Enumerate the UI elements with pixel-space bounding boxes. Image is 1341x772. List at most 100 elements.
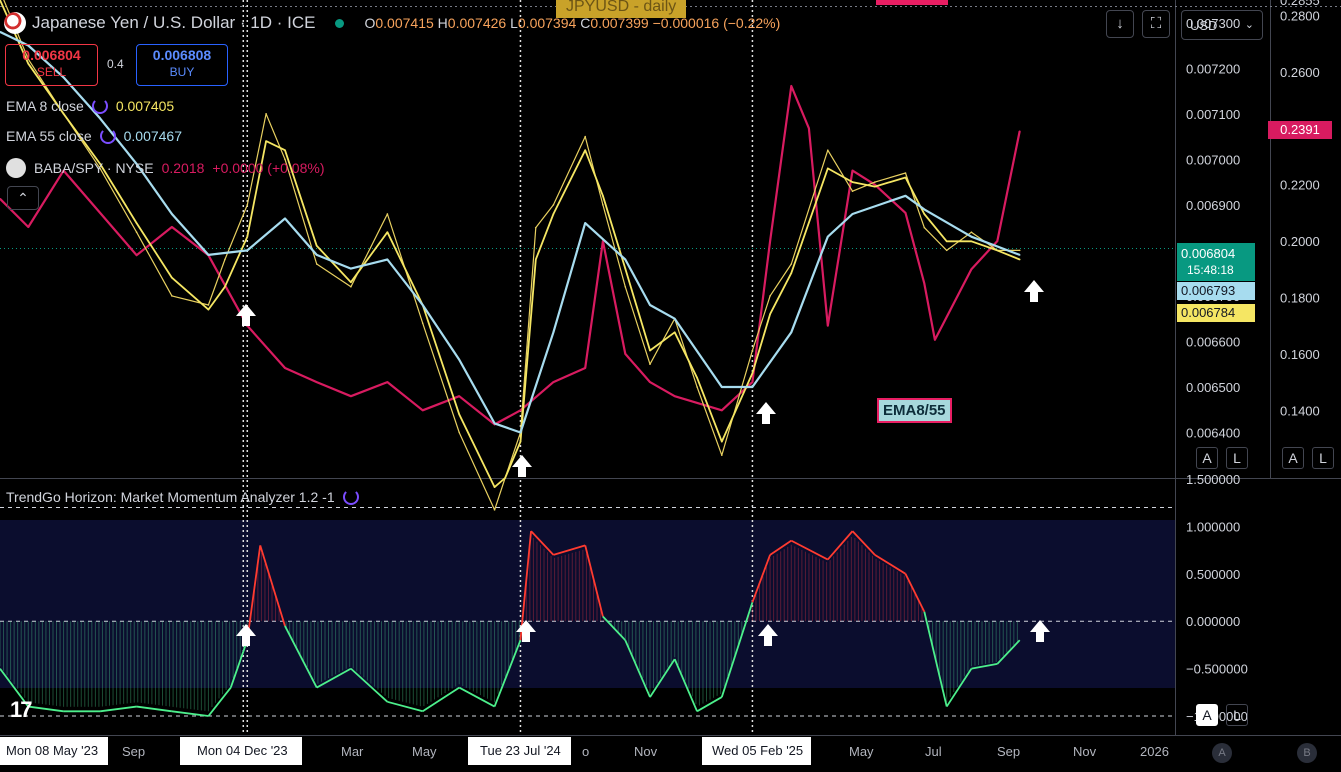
ratio-axis-label: 0.2200: [1280, 178, 1320, 193]
jpyusd-price-line-point: [552, 204, 555, 206]
x-axis-label: o: [582, 744, 590, 759]
oscillator-line-segment: [316, 667, 352, 689]
jpyusd-price-line-point: [1018, 249, 1021, 252]
refresh-icon: [91, 98, 108, 114]
buy-arrow-icon: [1024, 280, 1044, 302]
baba-spy-line-point: [934, 339, 936, 341]
oscillator-line-segment: [246, 545, 262, 641]
axis-circle-b[interactable]: B: [1297, 743, 1317, 763]
ohlc-values: O0.007415 H0.007426 L0.007394 C0.007399 …: [364, 15, 781, 31]
baba-spy-line-point: [458, 395, 461, 398]
baba-spy-line-point: [874, 183, 876, 186]
jpyusd-price-line-point: [421, 322, 424, 325]
oscillator-line-segment: [553, 544, 586, 556]
oscillator-line-segment: [673, 658, 698, 712]
ema8-line-point: [649, 349, 651, 352]
price-axis-label: 0.007300: [1186, 16, 1240, 31]
download-icon[interactable]: ↓: [1106, 10, 1134, 38]
auto-scale-button-left[interactable]: A: [1282, 447, 1304, 469]
ema55-line-point: [350, 267, 352, 270]
flag-icon: [4, 12, 26, 34]
buy-arrow-icon: [756, 402, 776, 424]
ema55-line-point: [99, 117, 101, 120]
jpyusd-price-line-point: [602, 204, 604, 206]
ema55-legend[interactable]: EMA 55 close 0.007467: [6, 128, 183, 144]
ema8-line-point: [602, 194, 604, 197]
last-price-tag: 0.006804 15:48:18: [1177, 243, 1255, 281]
ema8-line-point: [673, 331, 676, 334]
buy-arrow-icon: [758, 624, 778, 646]
oscillator-axis-label: 1.500000: [1186, 472, 1240, 487]
oscillator-line-segment: [904, 573, 926, 613]
ema8-line-point: [826, 167, 829, 170]
baba-spy-line-point: [62, 169, 65, 172]
ema8-line-point: [945, 240, 948, 243]
baba-spy-line-point: [0, 198, 1, 200]
ratio-axis-label: 0.1800: [1280, 291, 1320, 306]
jpyusd-price-line: [3, 0, 1020, 511]
oscillator-line-segment: [945, 668, 973, 708]
ema55-line-point: [315, 254, 318, 256]
jpyusd-price-line-point: [135, 231, 138, 233]
ema55-line-point: [207, 254, 210, 256]
oscillator-line-segment: [584, 545, 604, 617]
oscillator-axis-label: 0.500000: [1186, 567, 1240, 582]
baba-spy-line-point: [135, 254, 138, 257]
collapse-legend-button[interactable]: ⌃: [7, 186, 39, 210]
jpyusd-price-line-point: [171, 295, 173, 297]
oscillator-line-segment: [851, 530, 876, 556]
x-axis-highlight: Mon 04 Dec '23: [180, 737, 302, 765]
baba-spy-line: [0, 84, 1021, 426]
jpyusd-price-line-point: [534, 226, 537, 229]
jpyusd-price-line-point: [265, 113, 267, 115]
jpyusd-price-line-point: [826, 149, 829, 152]
jpyusd-price-line-point: [970, 231, 973, 233]
ema8-line-point: [584, 149, 587, 152]
ema55-line-point: [970, 235, 973, 238]
osc-auto-scale-button[interactable]: A: [1196, 704, 1218, 726]
ema55-line-point: [751, 386, 754, 388]
oscillator-title[interactable]: TrendGo Horizon: Market Momentum Analyze…: [6, 489, 359, 505]
ema-annotation[interactable]: EMA8/55: [877, 398, 952, 423]
oscillator-line-segment: [624, 639, 651, 698]
buy-arrow-icon: [236, 304, 256, 326]
baba-spy-legend[interactable]: BABA/SPY · NYSE 0.2018 +0.0000 (+0.08%): [6, 158, 325, 178]
oscillator-line-segment: [649, 658, 676, 698]
jpyusd-price-line-point: [284, 158, 286, 161]
buy-button[interactable]: 0.006808 BUY: [136, 44, 228, 86]
ema55-line-point: [649, 304, 651, 306]
oscillator-axis-label: −0.500000: [1186, 662, 1248, 677]
ema8-legend[interactable]: EMA 8 close 0.007405: [6, 98, 175, 114]
oscillator-line-segment: [696, 696, 723, 713]
ema55-line-point: [519, 431, 522, 434]
ema8-line-point: [552, 213, 555, 215]
ema55-line-point: [721, 386, 723, 388]
ema8-line-point: [135, 222, 138, 224]
log-scale-button[interactable]: L: [1226, 447, 1248, 469]
price-axis-label: 0.006400: [1186, 425, 1240, 440]
spread-value: 0.4: [107, 57, 124, 71]
baba-spy-price-tag: 0.2391: [1268, 121, 1332, 139]
baba-spy-line-point: [673, 395, 676, 398]
ema55-line-point: [284, 217, 286, 220]
buy-arrow-icon: [512, 455, 532, 477]
axis-circle-a[interactable]: A: [1212, 743, 1232, 763]
sell-button[interactable]: 0.006804 SELL: [5, 44, 98, 86]
osc-log-scale-button[interactable]: L: [1226, 704, 1248, 726]
jpyusd-price-line-point: [458, 431, 461, 434]
symbol-title[interactable]: Japanese Yen / U.S. Dollar · 1D · ICE: [32, 13, 316, 32]
oscillator-line-segment: [284, 625, 318, 689]
ema55-line-point: [458, 358, 461, 361]
oscillator-line-segment: [827, 530, 854, 561]
ema55-line-point: [246, 249, 249, 252]
fullscreen-icon[interactable]: ⛶: [1142, 10, 1170, 38]
oscillator-line-segment: [720, 601, 754, 698]
log-scale-button-left[interactable]: L: [1312, 447, 1334, 469]
price-axis-label: 0.006500: [1186, 380, 1240, 395]
currency-select[interactable]: USD ⌄: [1181, 10, 1263, 40]
auto-scale-button[interactable]: A: [1196, 447, 1218, 469]
ema8-line: [0, 0, 1021, 489]
ema55-line-point: [923, 208, 926, 211]
jpyusd-price-line-point: [769, 295, 771, 297]
ema8-price-tag: 0.006784: [1177, 304, 1255, 322]
